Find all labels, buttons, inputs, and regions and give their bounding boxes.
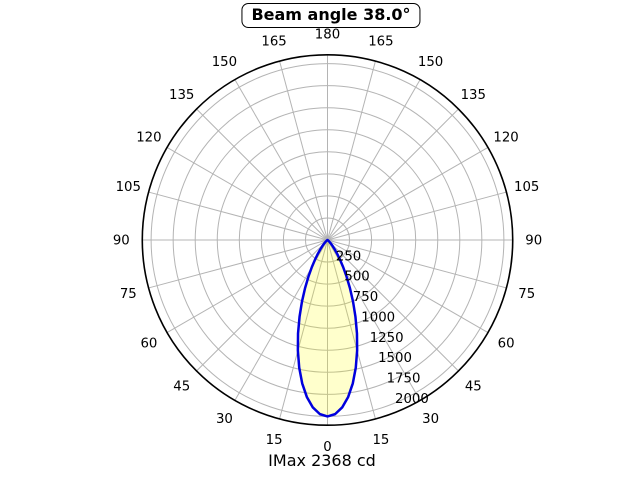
polar-grid-spoke — [327, 239, 376, 420]
polar-grid-spoke — [166, 146, 328, 241]
angular-tick-label: 75 — [518, 287, 535, 302]
angular-tick-label: 60 — [140, 337, 157, 352]
polar-grid-spoke — [196, 239, 328, 372]
angular-tick-label: 30 — [422, 412, 439, 427]
polar-grid-spoke — [234, 79, 328, 241]
angular-tick-label: 90 — [525, 234, 542, 249]
angular-tick-label: 150 — [212, 55, 237, 70]
angular-tick-label: 0 — [323, 440, 331, 455]
polar-grid-spoke — [279, 60, 328, 241]
radial-tick-label: 500 — [344, 270, 369, 285]
polar-grid-spoke — [148, 191, 328, 241]
angular-tick-label: 165 — [261, 34, 286, 49]
angular-tick-label: 135 — [461, 88, 486, 103]
angular-tick-label: 90 — [113, 234, 130, 249]
polar-grid-spoke — [327, 60, 376, 241]
angular-tick-label: 135 — [169, 88, 194, 103]
angular-tick-label: 60 — [498, 337, 515, 352]
imax-caption: IMax 2368 cd — [268, 451, 376, 470]
radial-tick-label: 1500 — [378, 351, 412, 366]
polar-grid-spoke — [166, 239, 328, 334]
polar-grid-spoke — [327, 239, 489, 334]
beam-curve — [296, 238, 359, 418]
radial-tick-label: 250 — [336, 249, 361, 264]
radial-tick-label: 1000 — [361, 311, 395, 326]
polar-grid-spoke — [196, 108, 328, 241]
angular-tick-label: 105 — [116, 180, 141, 195]
angular-tick-label: 75 — [120, 287, 137, 302]
angular-tick-label: 15 — [266, 433, 283, 448]
radial-tick-label: 1750 — [387, 372, 421, 387]
polar-grid-spoke — [327, 108, 459, 241]
angular-tick-label: 45 — [173, 379, 190, 394]
angular-tick-label: 180 — [315, 27, 340, 42]
radial-tick-label: 750 — [353, 290, 378, 305]
angular-tick-label: 105 — [514, 180, 539, 195]
radial-tick-label: 2000 — [395, 392, 429, 407]
polar-grid-spoke — [327, 239, 459, 372]
polar-grid-spoke — [327, 191, 507, 241]
polar-grid-spoke — [327, 239, 507, 289]
beam-fill — [297, 240, 358, 417]
angular-tick-label: 150 — [418, 55, 443, 70]
angular-tick-label: 120 — [136, 131, 161, 146]
polar-grid-spoke — [327, 146, 489, 241]
polar-grid-spoke — [327, 79, 421, 241]
angular-tick-label: 120 — [493, 131, 518, 146]
angular-tick-label: 30 — [216, 412, 233, 427]
angular-tick-label: 165 — [368, 34, 393, 49]
outer-circle — [141, 53, 514, 427]
angular-tick-label: 45 — [465, 379, 482, 394]
chart-title: Beam angle 38.0° — [241, 3, 421, 28]
polar-grid-spoke — [279, 239, 328, 420]
radial-tick-label: 1250 — [370, 331, 404, 346]
polar-grid-spoke — [148, 239, 328, 289]
angular-tick-label: 15 — [372, 433, 389, 448]
